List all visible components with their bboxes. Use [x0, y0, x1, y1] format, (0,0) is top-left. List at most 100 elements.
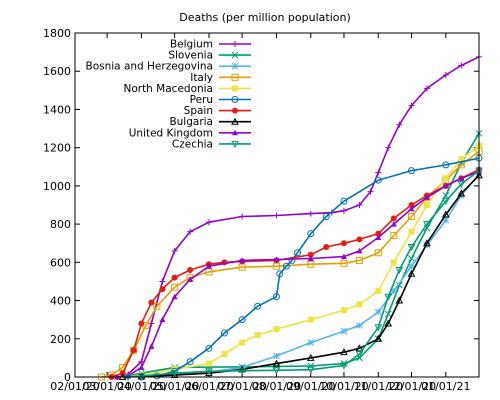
data-point-spain: [307, 251, 314, 258]
data-point-peru: [272, 293, 280, 301]
data-point-belgium: [307, 210, 314, 217]
data-point-united-kingdom: [458, 175, 465, 181]
data-point-north-macedonia: [138, 372, 145, 379]
data-point-united-kingdom: [356, 247, 363, 254]
data-point-belgium: [239, 213, 246, 220]
y-tick-label: 400: [50, 295, 71, 308]
x-tick-label: 09/01/20: [286, 380, 335, 393]
data-point-bulgaria: [441, 210, 450, 218]
chart-title: Deaths (per million population): [179, 11, 351, 24]
data-point-united-kingdom: [423, 194, 430, 200]
legend-label-north-macedonia: North Macedonia: [123, 83, 213, 95]
series-belgium: [114, 53, 482, 380]
data-point-united-kingdom: [273, 256, 280, 262]
series-line-czechia: [128, 169, 480, 378]
data-point-bosnia-and-herzegovina: [442, 216, 450, 224]
data-point-north-macedonia: [375, 288, 382, 294]
data-point-peru: [340, 197, 348, 205]
y-tick-label: 1400: [43, 103, 71, 116]
data-point-peru: [307, 230, 315, 238]
y-tick-label: 1600: [43, 65, 71, 78]
data-point-peru: [205, 344, 213, 352]
data-point-north-macedonia: [423, 202, 430, 208]
data-point-bosnia-and-herzegovina: [457, 192, 465, 199]
y-tick-label: 0: [64, 371, 71, 384]
data-point-spain: [187, 266, 194, 273]
data-point-belgium: [148, 320, 155, 327]
data-point-belgium: [273, 212, 280, 219]
y-tick-label: 1000: [43, 180, 71, 193]
data-point-italy: [205, 268, 213, 276]
data-point-united-kingdom: [205, 263, 212, 269]
data-point-italy: [390, 232, 398, 240]
x-tick-label: 08/01/20: [252, 380, 301, 393]
series-united-kingdom: [114, 168, 482, 380]
data-point-spain: [148, 299, 155, 306]
data-point-spain: [159, 286, 166, 293]
series-line-belgium: [116, 56, 480, 378]
data-point-italy: [171, 283, 179, 291]
data-point-bulgaria: [457, 189, 466, 197]
data-point-czechia: [170, 370, 179, 378]
data-point-north-macedonia: [273, 326, 280, 333]
legend-marker-belgium: [232, 41, 238, 47]
data-point-spain: [408, 202, 415, 208]
x-tick-label: 10/01/20: [319, 380, 368, 393]
data-point-united-kingdom: [148, 343, 155, 349]
data-point-belgium: [423, 85, 430, 92]
y-tick-label: 200: [50, 333, 71, 346]
data-point-bosnia-and-herzegovina: [374, 308, 382, 316]
data-point-spain: [323, 244, 330, 251]
legend-label-bosnia-and-herzegovina: Bosnia and Herzegovina: [86, 61, 214, 73]
series-north-macedonia: [119, 142, 482, 380]
data-point-bulgaria: [170, 371, 179, 379]
series-line-slovenia: [122, 132, 480, 378]
data-point-north-macedonia: [307, 316, 314, 323]
legend-label-belgium: Belgium: [170, 39, 213, 51]
legend-marker-slovenia: [231, 51, 239, 59]
data-point-united-kingdom: [408, 205, 415, 212]
data-point-bulgaria: [407, 269, 416, 277]
data-point-italy: [153, 302, 161, 310]
data-point-czechia: [137, 373, 146, 381]
y-tick-label: 600: [50, 256, 71, 269]
data-point-peru: [254, 302, 262, 310]
legend-label-czechia: Czechia: [172, 138, 213, 150]
data-point-bosnia-and-herzegovina: [423, 241, 431, 249]
data-point-spain: [340, 240, 347, 247]
data-point-bosnia-and-herzegovina: [340, 327, 348, 335]
data-point-north-macedonia: [254, 331, 261, 338]
data-point-italy: [340, 259, 348, 267]
data-point-north-macedonia: [408, 228, 415, 235]
data-point-north-macedonia: [356, 301, 363, 308]
data-point-peru: [276, 270, 284, 278]
data-point-united-kingdom: [442, 182, 449, 189]
data-point-czechia: [374, 324, 383, 332]
legend-marker-czechia: [231, 140, 239, 148]
data-point-bulgaria: [395, 296, 404, 304]
data-point-bosnia-and-herzegovina: [307, 339, 315, 346]
legend-label-united-kingdom: United Kingdom: [129, 127, 213, 139]
data-point-belgium: [159, 278, 166, 285]
data-point-bosnia-and-herzegovina: [390, 287, 398, 295]
data-point-bulgaria: [423, 239, 431, 247]
legend-marker-bosnia-and-herzegovina: [231, 62, 239, 70]
data-point-italy: [374, 249, 382, 257]
y-tick-label: 1800: [43, 27, 71, 40]
data-point-czechia: [384, 293, 393, 301]
data-point-peru: [293, 249, 301, 257]
data-point-bulgaria: [384, 319, 393, 327]
data-point-czechia: [441, 198, 450, 206]
series-line-bulgaria: [122, 174, 480, 378]
x-tick-label: 02/01/20: [50, 380, 99, 393]
data-point-north-macedonia: [390, 259, 397, 266]
data-point-belgium: [340, 207, 347, 214]
x-tick-label: 07/01/20: [217, 380, 266, 393]
data-point-belgium: [458, 62, 465, 69]
data-point-czechia: [457, 180, 466, 189]
data-point-united-kingdom: [138, 364, 145, 370]
data-point-bulgaria: [374, 334, 383, 342]
data-point-belgium: [171, 247, 178, 254]
